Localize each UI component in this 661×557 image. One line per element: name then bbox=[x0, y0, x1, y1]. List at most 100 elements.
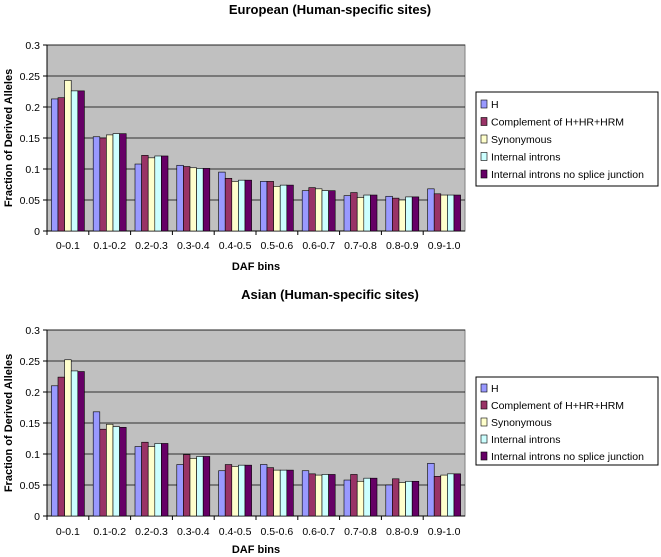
x-tick-label: 0.4-0.5 bbox=[219, 240, 252, 252]
bar bbox=[266, 467, 274, 517]
bar bbox=[64, 359, 72, 517]
legend-label: Internal introns bbox=[491, 434, 560, 446]
bar bbox=[447, 473, 455, 517]
chart-title: Asian (Human-specific sites) bbox=[241, 287, 419, 302]
x-tick-label: 0.9-1.0 bbox=[428, 240, 461, 252]
legend-swatch bbox=[480, 400, 488, 410]
x-axis-title: DAF bins bbox=[232, 544, 280, 556]
bar bbox=[279, 184, 288, 232]
bar bbox=[453, 194, 461, 232]
bar bbox=[440, 474, 448, 517]
bar bbox=[308, 473, 316, 517]
bar bbox=[363, 194, 371, 232]
y-axis-title: Fraction of Derived Alleles bbox=[3, 354, 15, 492]
x-tick-label: 0.9-1.0 bbox=[428, 526, 461, 538]
bar bbox=[183, 166, 191, 232]
bar bbox=[176, 164, 184, 232]
legend-swatch bbox=[480, 117, 488, 126]
bar bbox=[308, 187, 316, 232]
x-tick-label: 0.5-0.6 bbox=[261, 526, 294, 538]
bar bbox=[363, 477, 371, 517]
bar bbox=[161, 155, 169, 232]
bar bbox=[279, 469, 288, 517]
y-tick-label: 0 bbox=[34, 511, 40, 523]
x-tick-label: 0-0.1 bbox=[56, 526, 80, 538]
bar bbox=[231, 466, 239, 517]
y-tick-label: 0.2 bbox=[25, 387, 40, 399]
y-tick-label: 0.1 bbox=[25, 449, 40, 461]
bar bbox=[260, 181, 268, 232]
bar bbox=[328, 190, 336, 232]
bar bbox=[405, 480, 413, 517]
legend-label: H bbox=[491, 383, 499, 395]
bar bbox=[343, 195, 351, 232]
bar bbox=[238, 464, 246, 517]
x-tick-label: 0.7-0.8 bbox=[344, 240, 377, 252]
x-tick-label: 0.2-0.3 bbox=[135, 240, 168, 252]
y-tick-label: 0.05 bbox=[20, 480, 41, 492]
bar bbox=[356, 197, 365, 232]
x-tick-label: 0.3-0.4 bbox=[177, 240, 210, 252]
bar bbox=[99, 428, 107, 517]
legend-label: Internal introns no splice junction bbox=[491, 169, 644, 181]
bar bbox=[286, 469, 294, 517]
legend bbox=[475, 376, 659, 466]
bar bbox=[266, 181, 274, 232]
bar bbox=[112, 133, 120, 232]
bar bbox=[70, 370, 79, 517]
bar bbox=[218, 470, 226, 517]
bar bbox=[343, 479, 351, 517]
bar bbox=[224, 464, 233, 517]
bar bbox=[356, 480, 365, 517]
bar bbox=[218, 171, 226, 232]
bar bbox=[77, 371, 85, 517]
y-tick-label: 0.15 bbox=[20, 133, 41, 145]
y-tick-label: 0.25 bbox=[20, 71, 41, 83]
bar bbox=[99, 137, 107, 232]
legend-swatch bbox=[480, 99, 488, 109]
bar bbox=[273, 186, 281, 232]
legend-swatch bbox=[480, 169, 488, 179]
bar bbox=[106, 423, 114, 517]
y-tick-label: 0.3 bbox=[25, 40, 40, 52]
legend-label: Internal introns no splice junction bbox=[491, 451, 644, 463]
bar bbox=[301, 470, 310, 517]
x-tick-label: 0.6-0.7 bbox=[302, 240, 335, 252]
legend-swatch bbox=[480, 434, 488, 444]
bar bbox=[370, 194, 378, 232]
bar bbox=[196, 456, 204, 517]
x-axis-title: DAF bins bbox=[232, 261, 280, 273]
bar bbox=[433, 476, 442, 517]
bar bbox=[51, 98, 59, 232]
x-tick-label: 0.1-0.2 bbox=[93, 240, 126, 252]
bar bbox=[112, 426, 120, 517]
x-tick-label: 0.4-0.5 bbox=[219, 526, 252, 538]
bar bbox=[350, 192, 358, 232]
y-tick-label: 0.1 bbox=[25, 164, 40, 176]
chart-asian: Asian (Human-specific sites) 0 0.05 0.1 0.15… bbox=[3, 287, 659, 556]
bar bbox=[440, 194, 448, 232]
legend-label: Complement of H+HR+HRM bbox=[491, 400, 624, 412]
bar bbox=[92, 411, 101, 517]
bar bbox=[161, 443, 169, 517]
bar bbox=[328, 474, 336, 517]
bar bbox=[433, 193, 442, 232]
chart-european: European (Human-specific sites) 0 0.05 0.1 0… bbox=[3, 2, 659, 273]
y-tick-label: 0.25 bbox=[20, 356, 41, 368]
legend-swatch bbox=[480, 417, 488, 427]
bar bbox=[189, 458, 197, 517]
x-tick-label: 0.1-0.2 bbox=[93, 526, 126, 538]
bar bbox=[301, 190, 310, 232]
bar bbox=[385, 484, 393, 517]
bar bbox=[398, 199, 406, 232]
bar bbox=[196, 168, 204, 232]
bar bbox=[119, 427, 127, 517]
bar bbox=[106, 134, 114, 232]
bar bbox=[398, 482, 406, 517]
chart-title: European (Human-specific sites) bbox=[229, 2, 431, 17]
x-tick-label: 0.3-0.4 bbox=[177, 526, 210, 538]
bar bbox=[134, 163, 142, 232]
y-tick-label: 0.05 bbox=[20, 195, 41, 207]
bar bbox=[447, 194, 455, 232]
bar bbox=[231, 181, 239, 232]
